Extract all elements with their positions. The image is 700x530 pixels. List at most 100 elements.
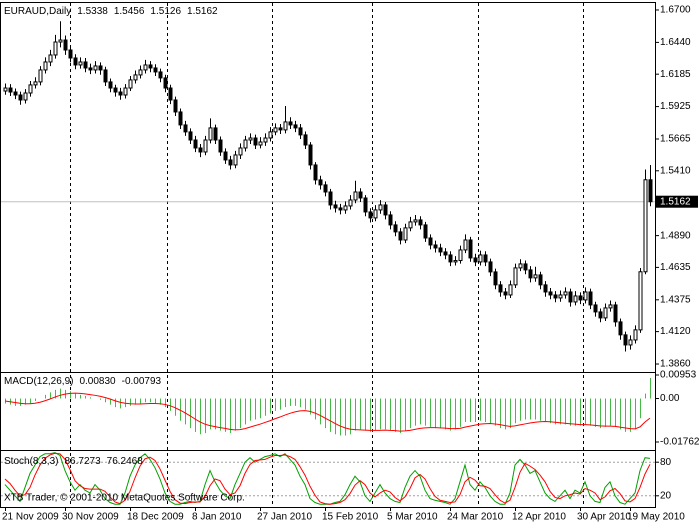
footer-text: XTB Trader, © 2001-2010 MetaQuotes Softw…	[4, 493, 245, 504]
y-tick-label: 1.6440	[660, 37, 691, 48]
candle-body	[363, 197, 368, 213]
candle-body	[278, 127, 283, 131]
candle-body	[383, 204, 388, 216]
candle-body	[138, 69, 143, 76]
candle-body	[333, 204, 338, 209]
candle-body	[313, 164, 318, 181]
y-tick-label: 20	[660, 490, 672, 501]
candle-body	[118, 91, 123, 96]
candle-body	[548, 291, 553, 296]
candle-body	[613, 304, 618, 323]
candle-body	[448, 254, 453, 263]
candle-body	[308, 144, 313, 166]
x-tick-label: 5 Mar 2010	[387, 512, 438, 523]
candle-body	[78, 61, 83, 66]
candle-body	[18, 94, 23, 101]
candle-body	[563, 291, 568, 296]
candle-body	[593, 304, 598, 313]
x-tick-label: 27 Jan 2010	[257, 512, 312, 523]
candle-body	[228, 159, 233, 166]
candle-body	[348, 199, 353, 207]
candle-body	[103, 69, 108, 83]
candle-body	[518, 263, 523, 269]
y-tick-label: 80	[660, 457, 672, 468]
candle-body	[403, 227, 408, 241]
candle-body	[638, 271, 643, 331]
y-tick-label: 1.4375	[660, 294, 691, 305]
candle-body	[398, 231, 403, 241]
candle-body	[368, 211, 373, 219]
y-tick-label: 1.6700	[660, 5, 691, 16]
candle-body	[23, 92, 28, 101]
x-tick-label: 12 Apr 2010	[512, 512, 566, 523]
candle-body	[538, 274, 543, 286]
readout: 1.5126	[150, 6, 181, 17]
y-tick-label: 1.5925	[660, 101, 691, 112]
candle-body	[263, 137, 268, 143]
x-tick-label: 24 Mar 2010	[447, 512, 504, 523]
candle-body	[643, 179, 648, 273]
panel-header: EURAUD,Daily 1.5338 1.5456 1.5126 1.5162	[4, 6, 218, 17]
candle-body	[488, 261, 493, 273]
candle-body	[343, 205, 348, 211]
candle-body	[13, 91, 18, 96]
x-tick-label: 30 Nov 2009	[62, 512, 119, 523]
x-tick-label: 15 Feb 2010	[322, 512, 379, 523]
candle-body	[588, 291, 593, 306]
candle-body	[188, 131, 193, 141]
candle-body	[288, 121, 293, 126]
readout: -0.00793	[122, 376, 162, 387]
candle-body	[203, 139, 208, 153]
candle-body	[83, 61, 88, 69]
candle-body	[168, 87, 173, 101]
readout: 0.00830	[79, 376, 116, 387]
candle-body	[98, 65, 103, 71]
candle-body	[163, 77, 168, 89]
candle-body	[88, 67, 93, 71]
candle-body	[113, 87, 118, 93]
candle-body	[373, 209, 378, 219]
candle-body	[493, 271, 498, 286]
readout: 1.5162	[187, 6, 218, 17]
candle-body	[328, 191, 333, 206]
candle-body	[478, 254, 483, 263]
candle-body	[483, 254, 488, 263]
candle-body	[423, 224, 428, 239]
candle-body	[58, 39, 63, 43]
candle-body	[523, 263, 528, 271]
candle-body	[533, 274, 538, 279]
y-tick-label: 1.4890	[660, 230, 691, 241]
candle-body	[233, 154, 238, 166]
candle-body	[443, 251, 448, 256]
candle-body	[238, 147, 243, 156]
candle-body	[258, 141, 263, 146]
candle-body	[498, 284, 503, 293]
panel-title: EURAUD,Daily	[4, 6, 71, 17]
candle-body	[473, 257, 478, 263]
readout: 1.5338	[77, 6, 108, 17]
candle-body	[3, 87, 8, 92]
candle-body	[48, 54, 53, 63]
candle-body	[243, 139, 248, 149]
candle-body	[573, 295, 578, 303]
candle-body	[198, 147, 203, 153]
candle-body	[528, 269, 533, 279]
candle-body	[33, 81, 38, 86]
candle-body	[178, 111, 183, 126]
candle-body	[458, 249, 463, 262]
candle-body	[598, 311, 603, 319]
candle-body	[218, 139, 223, 153]
x-tick-label: 8 Jan 2010	[192, 512, 242, 523]
candle-body	[268, 131, 273, 139]
candle-body	[293, 124, 298, 129]
candle-body	[388, 214, 393, 226]
candle-body	[28, 84, 33, 94]
price-label-box	[656, 195, 698, 208]
candle-body	[298, 127, 303, 136]
x-tick-label: 30 Apr 2010	[577, 512, 631, 523]
candle-body	[183, 124, 188, 133]
candle-body	[63, 39, 68, 51]
candle-body	[438, 247, 443, 253]
